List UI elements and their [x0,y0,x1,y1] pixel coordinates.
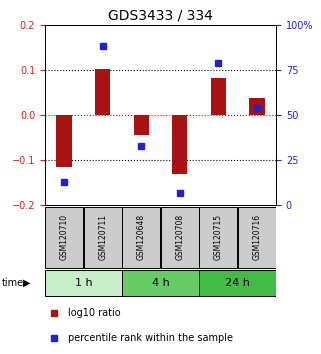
Text: GSM120648: GSM120648 [137,214,146,260]
Text: 4 h: 4 h [152,278,169,288]
Bar [161,207,199,268]
Bar [84,207,122,268]
Bar [56,115,72,167]
Text: ▶: ▶ [23,278,30,288]
Bar [134,115,149,135]
Text: log10 ratio: log10 ratio [68,308,121,318]
Bar [199,207,237,268]
Bar [199,270,276,296]
Text: GSM120708: GSM120708 [175,214,184,260]
Text: 1 h: 1 h [75,278,92,288]
Text: percentile rank within the sample: percentile rank within the sample [68,333,233,343]
Bar [95,69,110,115]
Text: GSM120711: GSM120711 [98,214,107,260]
Bar [45,270,122,296]
Text: time: time [2,278,24,288]
Text: GSM120715: GSM120715 [214,214,223,260]
Bar [122,207,160,268]
Text: GDS3433 / 334: GDS3433 / 334 [108,9,213,23]
Bar [122,270,199,296]
Bar [45,207,83,268]
Bar [238,207,276,268]
Bar [172,115,187,174]
Text: GSM120716: GSM120716 [252,214,261,260]
Bar [211,78,226,115]
Text: 24 h: 24 h [225,278,250,288]
Bar [249,98,265,115]
Text: GSM120710: GSM120710 [60,214,69,260]
